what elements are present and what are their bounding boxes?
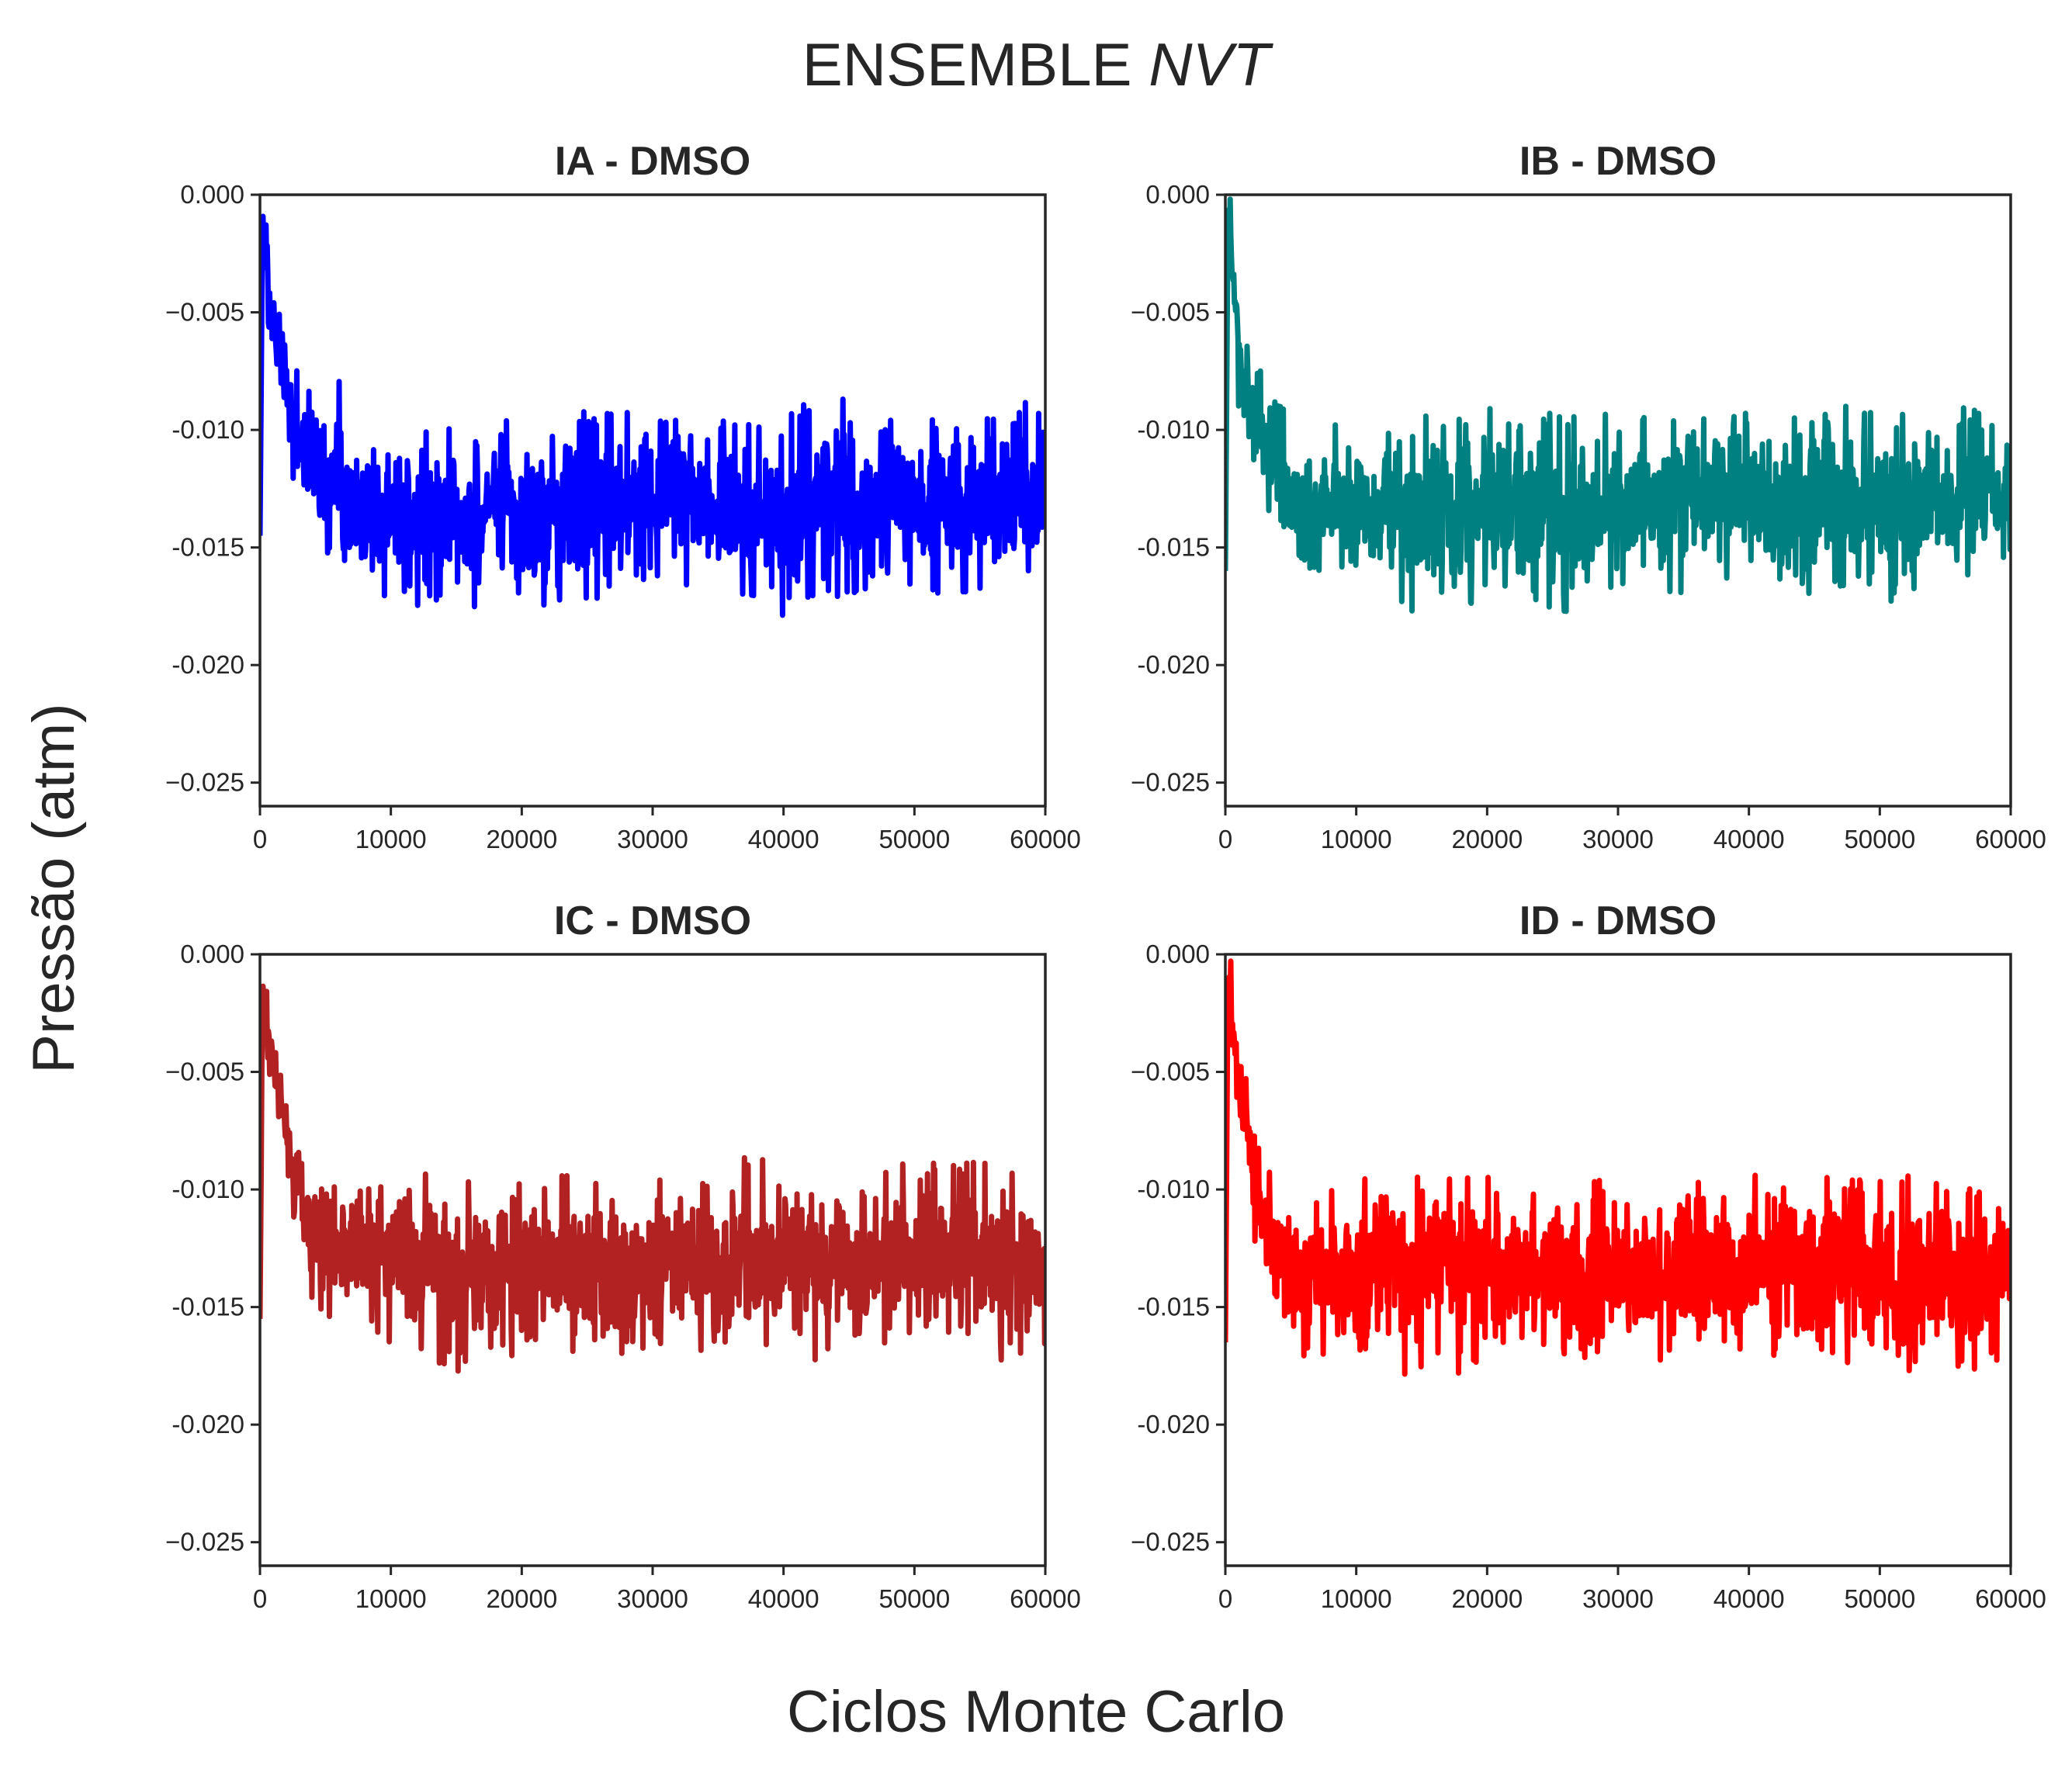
x-tick-label: 20000 <box>1451 825 1523 853</box>
y-tick-label: -0.010 <box>172 1175 244 1203</box>
y-tick-label: -0.020 <box>1137 1410 1210 1438</box>
y-tick-label: −0.005 <box>1131 298 1210 327</box>
panel-title: IB - DMSO <box>1519 139 1717 184</box>
x-tick-label: 30000 <box>1582 825 1654 853</box>
x-tick-label: 60000 <box>1975 825 2046 853</box>
data-series-line <box>1225 196 2011 614</box>
figure-ylabel: Pressão (atm) <box>21 703 87 1073</box>
y-tick-label: −0.025 <box>1131 768 1210 797</box>
x-tick-label: 0 <box>1218 825 1232 853</box>
y-tick-label: 0.000 <box>180 180 244 209</box>
x-tick-label: 20000 <box>486 825 557 853</box>
figure-suptitle-italic: NVT <box>1149 30 1273 99</box>
panel-title: IC - DMSO <box>554 898 751 943</box>
y-tick-label: −0.005 <box>165 298 244 327</box>
y-tick-label: -0.015 <box>1137 1293 1210 1321</box>
y-tick-label: -0.010 <box>1137 415 1210 444</box>
y-tick-label: -0.020 <box>1137 650 1210 679</box>
x-tick-label: 60000 <box>1010 1584 1081 1613</box>
y-tick-label: -0.015 <box>1137 533 1210 562</box>
chart-panel-1: IA - DMSO 0.000 −0.005 -0.010 -0.015 -0.020 −0… <box>165 139 1081 853</box>
x-tick-label: 10000 <box>355 825 427 853</box>
y-tick-label: −0.005 <box>1131 1058 1210 1086</box>
y-tick-label: -0.020 <box>172 1410 244 1438</box>
x-tick-label: 50000 <box>1844 825 1915 853</box>
y-tick-label: −0.025 <box>1131 1528 1210 1556</box>
figure-suptitle-text: ENSEMBLE <box>802 30 1149 99</box>
x-tick-label: 10000 <box>1321 1584 1392 1613</box>
y-tick-label: 0.000 <box>1145 940 1210 968</box>
x-tick-label: 50000 <box>1844 1584 1915 1613</box>
y-tick-label: -0.015 <box>172 533 244 562</box>
y-tick-label: -0.020 <box>172 650 244 679</box>
y-tick-label: −0.005 <box>165 1058 244 1086</box>
x-tick-label: 60000 <box>1975 1584 2046 1613</box>
y-tick-label: −0.025 <box>165 768 244 797</box>
x-tick-label: 0 <box>253 1584 267 1613</box>
x-tick-label: 40000 <box>1713 1584 1785 1613</box>
x-tick-label: 50000 <box>878 1584 950 1613</box>
chart-panel-3: IC - DMSO 0.000 −0.005 -0.010 -0.015 -0.020 −0… <box>165 898 1081 1613</box>
y-tick-label: -0.010 <box>172 415 244 444</box>
panel-title: ID - DMSO <box>1519 898 1717 943</box>
x-tick-label: 40000 <box>748 1584 819 1613</box>
panel-title: IA - DMSO <box>555 139 750 184</box>
x-tick-label: 0 <box>253 825 267 853</box>
x-tick-label: 10000 <box>355 1584 427 1613</box>
x-tick-label: 50000 <box>878 825 950 853</box>
x-tick-label: 40000 <box>748 825 819 853</box>
x-tick-label: 30000 <box>617 825 688 853</box>
x-tick-label: 0 <box>1218 1584 1232 1613</box>
y-tick-label: -0.010 <box>1137 1175 1210 1203</box>
x-tick-label: 60000 <box>1010 825 1081 853</box>
figure-xlabel: Ciclos Monte Carlo <box>787 1679 1285 1745</box>
data-series-line <box>260 213 1045 618</box>
chart-panel-4: ID - DMSO 0.000 −0.005 -0.010 -0.015 -0.020 −0… <box>1131 898 2046 1613</box>
chart-panels: IA - DMSO 0.000 −0.005 -0.010 -0.015 -0.020 −0… <box>165 139 2046 1613</box>
figure-suptitle: ENSEMBLE NVT <box>802 30 1274 99</box>
y-tick-label: 0.000 <box>1145 180 1210 209</box>
x-tick-label: 20000 <box>1451 1584 1523 1613</box>
data-series-line <box>260 983 1045 1374</box>
x-tick-label: 30000 <box>1582 1584 1654 1613</box>
x-tick-label: 10000 <box>1321 825 1392 853</box>
y-tick-label: −0.025 <box>165 1528 244 1556</box>
data-series-line <box>1225 958 2011 1377</box>
x-tick-label: 40000 <box>1713 825 1785 853</box>
chart-panel-2: IB - DMSO 0.000 −0.005 -0.010 -0.015 -0.020 −0… <box>1131 139 2046 853</box>
x-tick-label: 20000 <box>486 1584 557 1613</box>
y-tick-label: 0.000 <box>180 940 244 968</box>
y-tick-label: -0.015 <box>172 1293 244 1321</box>
x-tick-label: 30000 <box>617 1584 688 1613</box>
